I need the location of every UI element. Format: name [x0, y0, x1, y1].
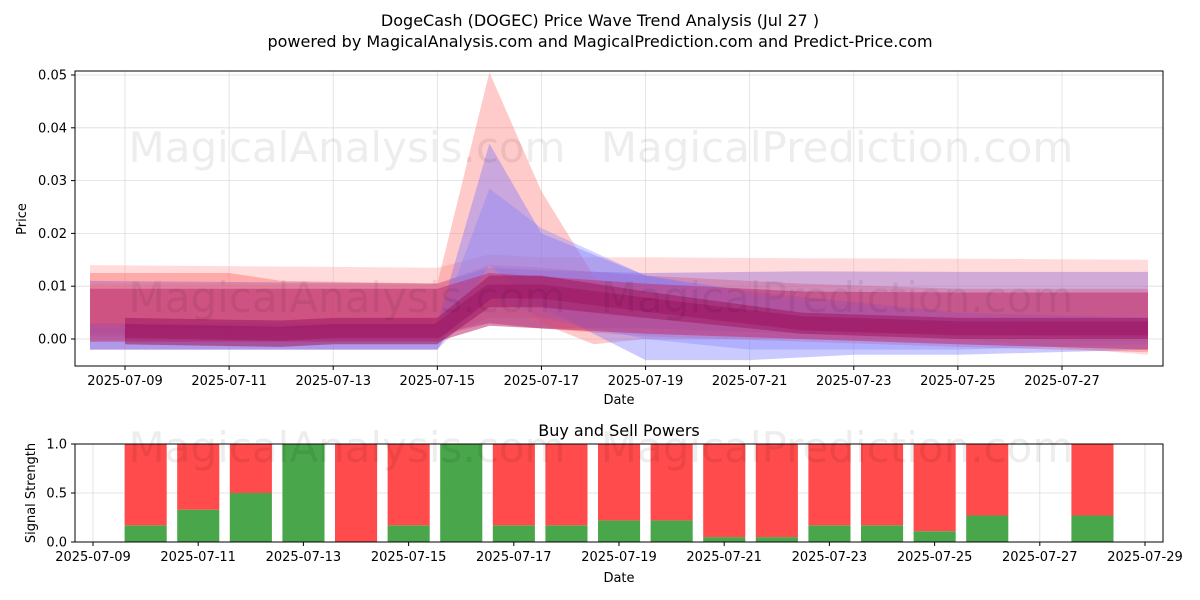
buy-sell-bars [124, 444, 1114, 542]
buy-bar [598, 520, 641, 542]
buy-sell-x-tick-label: 2025-07-13 [266, 550, 342, 565]
buy-bar [387, 525, 430, 542]
price-y-tick-label: 0.03 [38, 174, 67, 189]
price-watermarks: MagicalAnalysis.com MagicalPrediction.co… [129, 123, 1074, 322]
buy-sell-x-tick-label: 2025-07-17 [476, 550, 552, 565]
watermark-analysis-2: MagicalAnalysis.com [129, 273, 566, 322]
buy-sell-y-tick-label: 0.0 [46, 536, 67, 551]
sell-bar [966, 444, 1009, 516]
buy-sell-y-label: Signal Strength [24, 443, 39, 543]
price-y-tick-label: 0.05 [38, 69, 67, 84]
buy-bar [966, 515, 1009, 542]
chart-title-line1: DogeCash (DOGEC) Price Wave Trend Analys… [381, 11, 819, 30]
buy-sell-panel: Buy and Sell Powers MagicalAnalysis.com … [24, 421, 1183, 586]
buy-sell-y-ticks: 0.0 0.5 1.0 [46, 438, 75, 551]
sell-bar [229, 444, 272, 493]
sell-bar [124, 444, 167, 526]
buy-bar [1071, 515, 1114, 542]
buy-bar [703, 537, 746, 542]
price-x-tick-label: 2025-07-21 [712, 374, 788, 389]
buy-sell-x-tick-label: 2025-07-29 [1107, 550, 1183, 565]
sell-bar [387, 444, 430, 526]
buy-bar [755, 537, 798, 542]
buy-sell-watermarks: MagicalAnalysis.com MagicalPrediction.co… [129, 423, 1074, 472]
buy-bar [913, 531, 956, 542]
watermark-prediction-3: MagicalPrediction.com [601, 423, 1074, 472]
sell-bar [1071, 444, 1114, 516]
price-x-ticks: 2025-07-09 2025-07-11 2025-07-13 2025-07-15… [87, 366, 1100, 389]
price-y-label: Price [15, 203, 30, 235]
price-plot-frame [74, 70, 1164, 367]
price-y-tick-label: 0.01 [38, 280, 67, 295]
buy-sell-x-tick-label: 2025-07-27 [1002, 550, 1078, 565]
watermark-prediction: MagicalPrediction.com [601, 123, 1074, 172]
buy-sell-x-tick-label: 2025-07-23 [792, 550, 868, 565]
buy-bar [861, 525, 904, 542]
sell-bar [650, 444, 693, 521]
buy-bar [229, 493, 272, 542]
buy-bar [124, 525, 167, 542]
buy-sell-x-label: Date [603, 571, 634, 586]
price-x-tick-label: 2025-07-25 [920, 374, 996, 389]
sell-bar [808, 444, 851, 526]
price-bands [90, 72, 1148, 361]
price-band-5 [90, 188, 1148, 350]
buy-sell-x-tick-label: 2025-07-21 [686, 550, 762, 565]
buy-bar [282, 444, 325, 542]
price-x-tick-label: 2025-07-23 [816, 374, 892, 389]
buy-bar [808, 525, 851, 542]
watermark-analysis: MagicalAnalysis.com [129, 123, 566, 172]
buy-sell-x-tick-label: 2025-07-09 [55, 550, 131, 565]
sell-bar [545, 444, 588, 526]
price-x-tick-label: 2025-07-11 [191, 374, 267, 389]
watermark-analysis-3: MagicalAnalysis.com [129, 423, 566, 472]
price-x-tick-label: 2025-07-19 [608, 374, 684, 389]
sell-bar [492, 444, 535, 526]
buy-sell-x-ticks: 2025-07-09 2025-07-11 2025-07-13 2025-07-15… [55, 542, 1183, 565]
buy-sell-x-tick-label: 2025-07-19 [581, 550, 657, 565]
price-x-tick-label: 2025-07-15 [400, 374, 476, 389]
sell-bar [177, 444, 220, 510]
buy-sell-y-tick-label: 0.5 [46, 487, 67, 502]
price-x-tick-label: 2025-07-09 [87, 374, 163, 389]
price-y-tick-label: 0.00 [38, 333, 67, 348]
buy-bar [492, 525, 535, 542]
price-y-ticks: 0.00 0.01 0.02 0.03 0.04 0.05 [38, 69, 75, 348]
buy-sell-title: Buy and Sell Powers [538, 421, 700, 440]
sell-bar [755, 444, 798, 538]
sell-bar [703, 444, 746, 538]
sell-bar [913, 444, 956, 532]
sell-bar [335, 444, 378, 542]
price-x-label: Date [603, 393, 634, 408]
price-x-tick-label: 2025-07-17 [504, 374, 580, 389]
sell-bar [861, 444, 904, 526]
chart-title-line2: powered by MagicalAnalysis.com and Magic… [267, 32, 932, 51]
price-y-tick-label: 0.04 [38, 121, 67, 136]
buy-bar [440, 444, 483, 542]
price-y-tick-label: 0.02 [38, 227, 67, 242]
buy-sell-x-tick-label: 2025-07-11 [160, 550, 236, 565]
buy-bar [177, 509, 220, 542]
watermark-prediction-2: MagicalPrediction.com [601, 273, 1074, 322]
buy-bar [650, 520, 693, 542]
price-x-tick-label: 2025-07-27 [1024, 374, 1100, 389]
buy-sell-x-tick-label: 2025-07-25 [897, 550, 973, 565]
buy-sell-x-tick-label: 2025-07-15 [371, 550, 447, 565]
buy-bar [545, 525, 588, 542]
price-core-trend-line [124, 284, 1148, 341]
sell-bar [598, 444, 641, 521]
price-wave-panel: MagicalAnalysis.com MagicalPrediction.co… [15, 69, 1164, 408]
buy-sell-y-tick-label: 1.0 [46, 438, 67, 453]
price-x-tick-label: 2025-07-13 [295, 374, 371, 389]
